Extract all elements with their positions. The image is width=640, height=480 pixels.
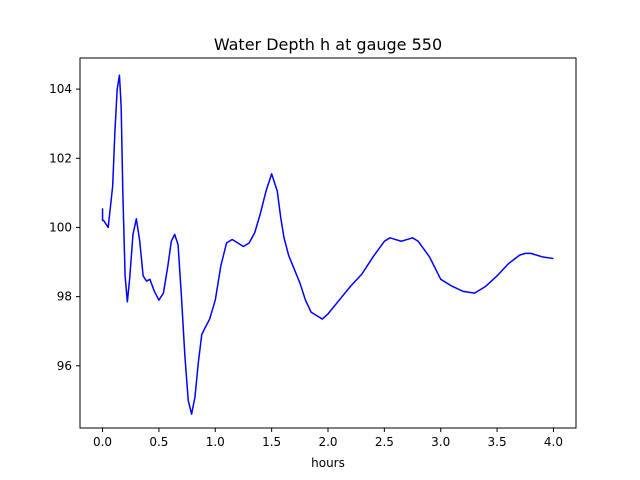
x-tick-label: 2.0 [318, 435, 337, 449]
y-tick-label: 98 [57, 290, 72, 304]
x-tick-label: 0.5 [149, 435, 168, 449]
y-tick-label: 104 [49, 82, 72, 96]
x-tick-label: 0.0 [93, 435, 112, 449]
y-tick-label: 102 [49, 151, 72, 165]
x-tick-label: 4.0 [544, 435, 563, 449]
plot-area [79, 57, 577, 429]
series-line [101, 74, 554, 415]
x-axis: 0.0 0.5 1.0 1.5 2.0 2.5 3.0 3.5 4.0 [93, 428, 563, 449]
x-tick-label: 1.0 [206, 435, 225, 449]
chart-title: Water Depth h at gauge 550 [214, 35, 442, 54]
x-tick-label: 2.5 [375, 435, 394, 449]
y-axis: 96 98 100 102 104 [49, 82, 80, 373]
x-axis-label: hours [311, 456, 345, 470]
plot-frame [79, 57, 577, 429]
y-tick-label: 96 [57, 359, 72, 373]
x-tick-label: 3.0 [431, 435, 450, 449]
x-tick-label: 3.5 [488, 435, 507, 449]
x-tick-label: 1.5 [262, 435, 281, 449]
y-tick-label: 100 [49, 220, 72, 234]
